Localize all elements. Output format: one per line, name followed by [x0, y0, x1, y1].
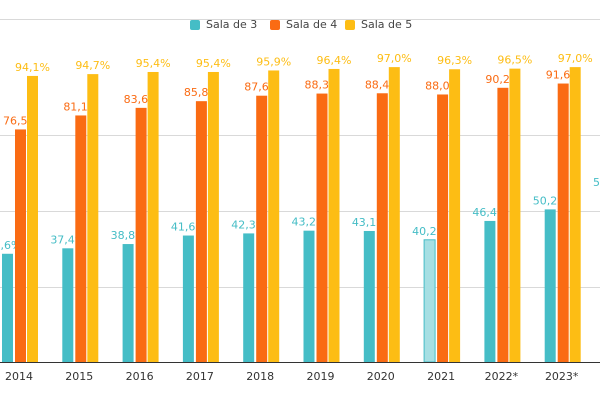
- legend-label-sala-3: Sala de 3: [206, 18, 258, 31]
- x-tick-label-2022*: 2022*: [485, 370, 519, 383]
- bar-s2-2017: [195, 101, 207, 362]
- data-label-s3-2019: 96,4%: [317, 54, 352, 67]
- x-tick-label-2019: 2019: [307, 370, 335, 383]
- bar-s3-2021: [449, 69, 461, 363]
- bar-s3-2020: [388, 67, 400, 363]
- bar-s2-2015: [75, 115, 87, 363]
- legend-label-sala-4: Sala de 4: [286, 18, 338, 31]
- data-label-s3-2023*: 97,0%: [558, 52, 593, 65]
- bar-s2-2019: [316, 93, 328, 363]
- bar-s1-2018: [243, 233, 255, 362]
- legend-item-sala-5[interactable]: Sala de 5: [345, 18, 412, 31]
- legend-swatch-sala-5: [345, 19, 355, 30]
- bar-s2-2016: [135, 107, 147, 362]
- bar-s3-2014: [27, 75, 38, 362]
- bar-s3-2015: [87, 74, 99, 362]
- legend-label-sala-5: Sala de 5: [361, 18, 413, 31]
- bar-s1-2016: [122, 244, 134, 362]
- data-label-s3-2014: 94,1%: [15, 61, 50, 74]
- legend-item-sala-4[interactable]: Sala de 4: [270, 18, 337, 31]
- bar-s1-2019: [303, 230, 315, 362]
- bar-s1-2022*: [484, 220, 496, 362]
- data-label-s3-2018: 95,9%: [256, 55, 291, 68]
- bar-s1-2023*: [544, 209, 556, 362]
- legend-swatch-sala-4: [270, 19, 280, 30]
- data-label-s3-2022*: 96,5%: [497, 54, 532, 67]
- x-tick-label-2021: 2021: [427, 370, 455, 383]
- data-label-s3-2016: 95,4%: [136, 57, 171, 70]
- bar-s3-2018: [268, 70, 280, 363]
- x-tick-label-2020: 2020: [367, 370, 395, 383]
- bar-s1-2021: [423, 239, 436, 363]
- bar-s2-2020: [376, 93, 388, 362]
- bar-s2-2021: [437, 94, 449, 362]
- edge-data-label: 5: [593, 176, 600, 189]
- bar-s3-2022*: [509, 68, 521, 362]
- x-tick-label-2017: 2017: [186, 370, 214, 383]
- bar-s3-2019: [328, 68, 340, 362]
- bar-s1-2020: [363, 230, 375, 362]
- bar-s2-2022*: [497, 87, 509, 363]
- legend-swatch-sala-3: [190, 19, 200, 30]
- x-tick-label-2023*: 2023*: [545, 370, 579, 383]
- x-tick-label-2016: 2016: [126, 370, 154, 383]
- bar-s2-2018: [256, 95, 268, 363]
- bar-s2-2023*: [557, 83, 569, 362]
- x-tick-label-2015: 2015: [65, 370, 93, 383]
- legend-item-sala-3[interactable]: Sala de 3: [190, 18, 257, 31]
- chart-legend: Sala de 3 Sala de 4 Sala de 5: [0, 18, 600, 34]
- x-tick-label-2014: 2014: [5, 370, 33, 383]
- bar-s3-2017: [207, 71, 219, 362]
- bar-s3-2016: [147, 71, 159, 362]
- bar-s1-2017: [182, 235, 194, 362]
- data-label-s3-2017: 95,4%: [196, 57, 231, 70]
- bar-s2-2014: [15, 129, 26, 362]
- bar-s1-2015: [62, 248, 74, 362]
- x-tick-label-2018: 2018: [246, 370, 274, 383]
- bar-s3-2023*: [569, 67, 581, 363]
- data-label-s3-2020: 97,0%: [377, 52, 412, 65]
- data-label-s3-2021: 96,3%: [437, 54, 472, 67]
- bar-s1-2014: [2, 253, 13, 362]
- data-label-s3-2015: 94,7%: [75, 59, 110, 72]
